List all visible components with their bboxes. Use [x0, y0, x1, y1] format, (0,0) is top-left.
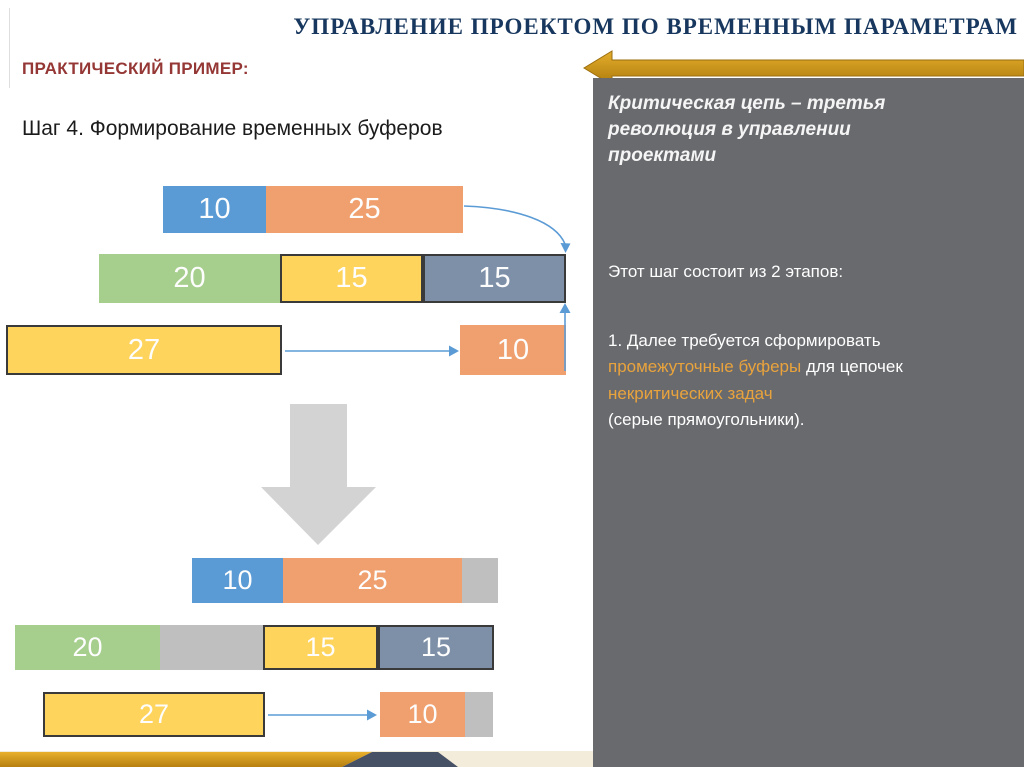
item1-highlight-noncritical: некритических задач: [608, 383, 773, 403]
task-bar: 27: [6, 325, 282, 375]
sidebar-intro: Этот шаг состоит из 2 этапов:: [608, 262, 844, 281]
connector-curved-arrow: [463, 205, 571, 253]
slide-title: УПРАВЛЕНИЕ ПРОЕКТОМ ПО ВРЕМЕННЫМ ПАРАМЕТ…: [293, 14, 1018, 39]
item1-text3: (серые прямоугольники).: [608, 410, 805, 430]
buffer-bar: [160, 625, 263, 670]
buffer-bar: [462, 558, 498, 603]
connector-horizontal-arrow-bottom: [268, 709, 377, 721]
task-bar: 10: [380, 692, 465, 737]
sidebar-panel: Критическая цепь – третья революция в уп…: [593, 78, 1024, 767]
task-bar: 15: [280, 254, 423, 303]
task-bar: 15: [263, 625, 378, 670]
footer-navy-band: [342, 752, 458, 767]
task-bar: 15: [423, 254, 566, 303]
task-bar: 27: [43, 692, 265, 737]
big-down-arrow: [261, 404, 376, 545]
task-bar: 25: [283, 558, 462, 603]
item1-text2: для цепочек: [801, 357, 903, 377]
item1-text: 1. Далее требуется сформировать: [608, 331, 881, 350]
item1-highlight-buffers: промежуточные буферы: [608, 357, 802, 377]
sidebar-item-1: 1. Далее требуется сформировать промежут…: [608, 328, 990, 433]
task-bar: 10: [192, 558, 283, 603]
practical-example-label: ПРАКТИЧЕСКИЙ ПРИМЕР:: [22, 59, 249, 78]
connector-horizontal-arrow-top: [285, 345, 459, 357]
task-bar: 20: [15, 625, 160, 670]
footer-band: [0, 751, 593, 767]
footer-cream-strip: [0, 751, 593, 767]
buffer-bar: [465, 692, 493, 737]
step-heading: Шаг 4. Формирование временных буферов: [22, 117, 443, 140]
task-bar: 15: [378, 625, 494, 670]
task-bar: 10: [460, 325, 566, 375]
task-bar: 10: [163, 186, 266, 233]
task-bar: 25: [266, 186, 463, 233]
footer-gold-band: [0, 752, 372, 767]
task-bar: 20: [99, 254, 280, 303]
placeholder-guide-line: [9, 8, 10, 88]
sidebar-quote: Критическая цепь – третья революция в уп…: [608, 93, 886, 167]
